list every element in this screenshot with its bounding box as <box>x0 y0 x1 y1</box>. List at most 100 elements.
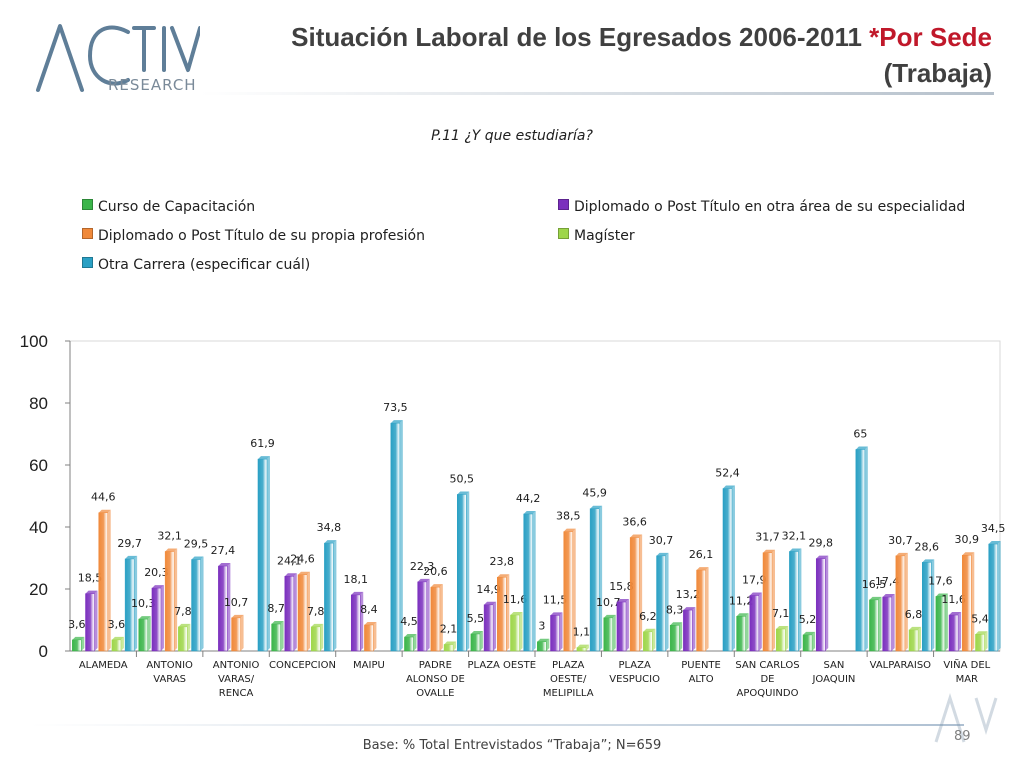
bar-top <box>749 592 762 596</box>
bar-side <box>320 623 324 651</box>
x-tick-label: PADRE <box>419 660 452 671</box>
data-label: 30,9 <box>955 533 980 546</box>
data-label: 10,3 <box>131 597 156 610</box>
data-label: 36,6 <box>622 516 647 529</box>
y-tick-label: 20 <box>29 580 48 599</box>
bar-side <box>493 601 497 651</box>
bar-top <box>962 552 975 556</box>
bar <box>696 569 706 652</box>
y-tick-label: 100 <box>20 332 48 351</box>
x-tick-label: ANTONIO <box>146 660 193 671</box>
bar-side <box>731 485 735 651</box>
x-tick-label: VESPUCIO <box>609 674 660 685</box>
bar-top <box>390 420 403 424</box>
bar-side <box>958 612 962 651</box>
bar-side <box>506 574 510 651</box>
bar-side <box>825 555 829 651</box>
data-label: 7,8 <box>307 605 325 618</box>
bar-top <box>616 599 629 603</box>
bar-top <box>816 555 829 559</box>
legend-item-otra-carrera: Otra Carrera (especificar cuál) <box>82 257 310 273</box>
data-label: 28,6 <box>915 540 940 553</box>
bar-side <box>944 593 948 651</box>
bar-top <box>576 644 589 648</box>
bar-top <box>470 630 483 634</box>
data-label: 5,5 <box>467 612 485 625</box>
bar-top <box>98 509 111 513</box>
bar-top <box>311 623 324 627</box>
bar <box>576 647 587 652</box>
bar-top <box>590 505 603 509</box>
data-label: 15,8 <box>609 580 634 593</box>
bar-side <box>94 590 98 651</box>
bar <box>390 422 401 652</box>
x-tick-label: SAN CARLOS <box>735 660 799 671</box>
bar-side <box>599 505 603 651</box>
data-label: 1,1 <box>573 626 591 639</box>
bar <box>98 512 108 652</box>
bar <box>616 601 627 652</box>
bar <box>537 641 547 652</box>
bar-side <box>160 585 164 651</box>
bar <box>178 626 188 652</box>
bar-side <box>997 541 1001 651</box>
bar <box>722 488 733 652</box>
footer-logo-watermark <box>934 693 998 743</box>
bar-side <box>758 592 762 651</box>
data-label: 29,8 <box>808 537 833 550</box>
legend-label: Curso de Capacitación <box>98 199 256 215</box>
x-tick-label: ALAMEDA <box>79 660 128 671</box>
bar <box>935 596 946 652</box>
data-label: 7,1 <box>772 607 790 620</box>
data-label: 7,8 <box>174 605 192 618</box>
data-label: 8,3 <box>666 603 684 616</box>
x-tick-label: ANTONIO <box>213 660 260 671</box>
data-label: 20,6 <box>423 565 448 578</box>
data-label: 30,7 <box>649 534 674 547</box>
bar <box>497 576 507 652</box>
data-label: 32,1 <box>782 529 807 542</box>
bar <box>284 576 295 652</box>
bar-top <box>855 446 868 450</box>
bar-side <box>439 584 443 651</box>
bar-side <box>918 626 922 651</box>
data-label: 30,7 <box>888 534 913 547</box>
bar-top <box>484 601 497 605</box>
data-label: 65 <box>853 428 867 441</box>
bar-side <box>466 491 470 651</box>
bar-top <box>111 636 124 640</box>
bar-chart: 0 20 40 60 80 100 3,6 18,5 44,6 3,6 29,7 ALAMEDA 10,… <box>20 332 1006 699</box>
bar-side <box>293 573 297 651</box>
footer-divider <box>30 724 964 726</box>
bar <box>550 615 560 652</box>
data-label: 4,5 <box>400 615 418 628</box>
bar-side <box>134 555 138 651</box>
bar <box>948 614 959 652</box>
data-label: 11,2 <box>729 594 754 607</box>
bar <box>962 554 972 652</box>
bar-top <box>417 578 430 582</box>
data-label: 73,5 <box>383 401 408 414</box>
bar-top <box>975 631 988 635</box>
legend-label: Otra Carrera (especificar cuál) <box>98 257 311 273</box>
bar-side <box>81 636 85 651</box>
x-tick-label: OVALLE <box>416 688 454 699</box>
bar-top <box>271 621 284 625</box>
legend-swatch <box>82 199 93 210</box>
x-tick-label: MELIPILLA <box>543 688 594 699</box>
data-label: 3,6 <box>108 618 126 631</box>
bar-top <box>351 591 364 595</box>
bar-side <box>572 528 576 651</box>
data-label: 23,8 <box>490 555 515 568</box>
bar-top <box>670 622 683 626</box>
x-tick-label: SAN <box>823 660 844 671</box>
x-tick-label: MAIPU <box>353 660 385 671</box>
data-label: 61,9 <box>250 437 275 450</box>
bar <box>589 508 600 652</box>
bar-side <box>200 556 204 651</box>
data-label: 17,4 <box>875 575 900 588</box>
bar-side <box>227 563 231 651</box>
data-label: 22,3 <box>410 560 435 573</box>
data-label: 10,7 <box>224 596 249 609</box>
data-label: 24,1 <box>277 554 302 567</box>
